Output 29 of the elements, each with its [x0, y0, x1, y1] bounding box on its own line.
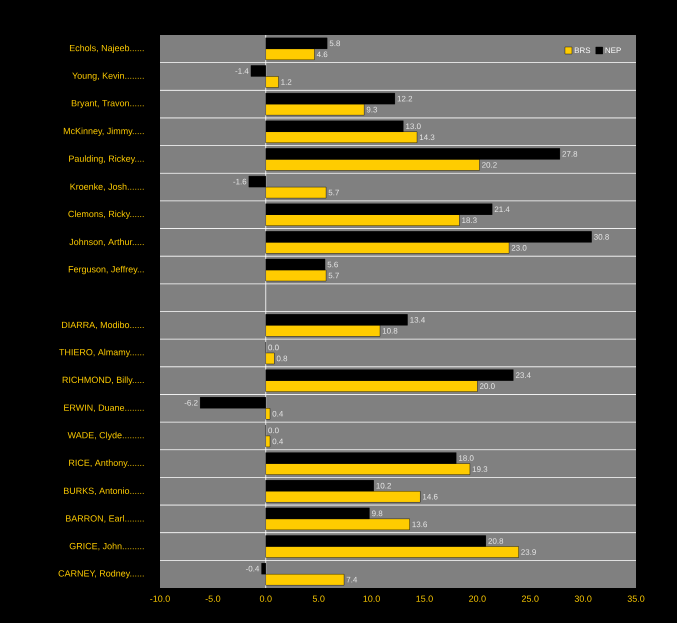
- y-tick-label: BARRON, Earl........: [66, 515, 144, 523]
- y-tick-label: BURKS, Antonio......: [64, 487, 144, 496]
- y-tick-label: RICE, Anthony.......: [69, 459, 144, 468]
- x-tick-label: 10.0: [364, 596, 380, 602]
- y-tick-label: Bryant, Travon......: [72, 100, 144, 108]
- x-tick-label: 35.0: [628, 596, 644, 602]
- y-tick-label: Johnson, Arthur.....: [69, 238, 144, 246]
- y-tick-label: ERWIN, Duane........: [64, 404, 144, 412]
- x-tick-label: -5.0: [206, 596, 220, 602]
- x-tick-label: 0.0: [260, 596, 272, 602]
- y-tick-label: THIERO, Almamy......: [59, 348, 144, 358]
- y-tick-label: Clemons, Ricky......: [68, 210, 144, 219]
- y-tick-label: Kroenke, Josh.......: [70, 183, 144, 191]
- y-tick-label: Paulding, Rickey....: [69, 155, 144, 164]
- x-tick-label: -10.0: [150, 596, 170, 602]
- y-tick-label: WADE, Clyde.........: [68, 432, 144, 440]
- x-tick-label: 5.0: [312, 596, 325, 602]
- y-tick-label: GRICE, John.........: [70, 542, 144, 550]
- x-tick-label: 20.0: [469, 596, 486, 602]
- y-tick-label: CARNEY, Rodney......: [58, 570, 144, 578]
- y-tick-label: DIARRA, Modibo......: [62, 321, 144, 330]
- x-tick-label: 25.0: [522, 596, 539, 602]
- y-tick-label: RICHMOND, Billy.....: [62, 376, 144, 385]
- y-tick-label: McKinney, Jimmy.....: [64, 128, 144, 136]
- x-tick-label: 30.0: [574, 596, 592, 602]
- y-tick-label: Young, Kevin........: [72, 72, 144, 81]
- x-tick-label: 15.0: [416, 596, 433, 602]
- y-tick-label: Ferguson, Jeffrey...: [68, 266, 144, 274]
- y-tick-label: Echols, Najeeb......: [70, 44, 144, 53]
